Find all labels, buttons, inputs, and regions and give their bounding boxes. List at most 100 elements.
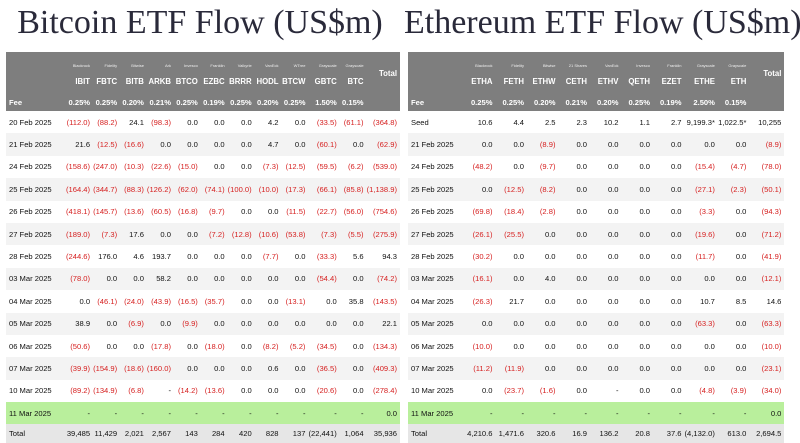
- eth-row-value: (94.3): [749, 200, 785, 223]
- eth-issuer-5: Invesco: [621, 52, 653, 69]
- eth-row-date: 03 Mar 2025: [408, 267, 464, 291]
- eth-row-value: 10.6: [464, 111, 496, 134]
- btc-row-12: 10 Mar 2025 (89.2) (134.9) (6.8) - (14.2) (13.…: [6, 379, 400, 403]
- btc-row-value: 0.0: [173, 133, 201, 156]
- eth-row-value: 0.0: [621, 178, 653, 201]
- btc-row-value: (5.2): [281, 334, 309, 358]
- eth-row-value: (12.1): [749, 267, 785, 291]
- eth-row-value: (8.2): [527, 178, 559, 201]
- eth-fee-7: 2.50%: [684, 93, 718, 111]
- btc-row-value: 22.1: [366, 312, 400, 335]
- btc-row-value: 0.0: [66, 290, 94, 313]
- eth-issuer-6: Franklin: [653, 52, 685, 69]
- btc-row-value: 4.2: [254, 111, 282, 134]
- eth-row-value: 0.0: [464, 379, 496, 403]
- eth-row-value: 0.0: [653, 357, 685, 380]
- eth-issuer-8: Grayscale: [717, 52, 750, 69]
- eth-total-value: 20.8: [621, 424, 653, 443]
- eth-row-value: (23.1): [749, 357, 785, 380]
- btc-row-value: 0.0: [308, 312, 340, 335]
- eth-row-value: (11.9): [495, 357, 527, 380]
- btc-row-value: 0.6: [254, 357, 282, 380]
- eth-row-5: 27 Feb 2025 (26.1) (25.5) 0.0 0.0 0.0 0.0 0.0 (1…: [408, 222, 785, 246]
- eth-row-value: (16.1): [464, 267, 496, 291]
- eth-fee-row: Fee 0.25% 0.25% 0.20% 0.21% 0.20% 0.25% 0.19% 2.…: [408, 93, 785, 111]
- eth-row-0: Seed 10.6 4.4 2.5 2.3 10.2 1.1 2.7 9,199.3* 1,022…: [408, 111, 785, 134]
- btc-row-value: 0.0: [281, 111, 309, 134]
- eth-row-date: 10 Mar 2025: [408, 379, 464, 403]
- eth-ticker-corner: [408, 69, 464, 93]
- btc-row-value: (364.8): [366, 111, 400, 134]
- btc-row-value: 0.0: [173, 111, 201, 134]
- btc-row-value: (14.2): [173, 379, 201, 403]
- eth-ticker-ethe: ETHE: [684, 69, 718, 93]
- btc-row-value: (33.3): [308, 245, 340, 268]
- btc-row-value: 0.0: [93, 334, 121, 358]
- eth-row-value: (34.0): [749, 379, 785, 403]
- eth-total-value: 2,694.5: [749, 424, 785, 443]
- eth-ticker-feth: FETH: [495, 69, 527, 93]
- btc-row-value: 0.0: [173, 267, 201, 291]
- btc-issuer-8: WTree: [281, 52, 309, 69]
- eth-row-value: 0.0: [621, 357, 653, 380]
- eth-fee-8: 0.15%: [717, 93, 750, 111]
- eth-row-value: 2.7: [653, 111, 685, 134]
- eth-row-9: 05 Mar 2025 0.0 0.0 0.0 0.0 0.0 0.0 0.0 (63.3) 0.…: [408, 312, 785, 335]
- eth-row-value: 0.0: [558, 334, 590, 358]
- btc-row-value: (160.0): [146, 357, 174, 380]
- eth-row-3: 25 Feb 2025 0.0 (12.5) (8.2) 0.0 0.0 0.0 0.0 (27…: [408, 178, 785, 201]
- btc-fee-1: 0.25%: [93, 93, 121, 111]
- btc-row-value: (7.7): [254, 245, 282, 268]
- eth-row-value: (4.8): [684, 379, 718, 403]
- btc-row-value: (247.0): [93, 155, 121, 179]
- btc-row-value: (143.5): [366, 290, 400, 313]
- btc-total-value: 2,567: [146, 424, 174, 443]
- eth-row-value: 0.0: [621, 267, 653, 291]
- btc-row-value: -: [254, 402, 282, 425]
- btc-fee-label: Fee: [6, 93, 66, 111]
- btc-row-value: (61.1): [339, 111, 367, 134]
- eth-row-11: 07 Mar 2025 (11.2) (11.9) 0.0 0.0 0.0 0.0 0.0 0.…: [408, 357, 785, 380]
- eth-row-value: 0.0: [653, 178, 685, 201]
- eth-row-value: 2.3: [558, 111, 590, 134]
- eth-row-value: -: [558, 402, 590, 425]
- eth-row-value: (27.1): [684, 178, 718, 201]
- btc-row-3: 25 Feb 2025 (164.4) (344.7) (88.3) (126.2) (6…: [6, 178, 400, 201]
- btc-row-value: (88.2): [93, 111, 121, 134]
- eth-row-value: (19.6): [684, 222, 718, 246]
- btc-row-value: (59.5): [308, 155, 340, 179]
- eth-row-value: 0.0: [621, 290, 653, 313]
- eth-ticker-ceth: CETH: [558, 69, 590, 93]
- btc-ticker-brrr: BRRR: [227, 69, 255, 93]
- eth-row-value: -: [684, 402, 718, 425]
- eth-row-value: (1.6): [527, 379, 559, 403]
- btc-row-value: -: [281, 402, 309, 425]
- eth-row-value: 0.0: [717, 133, 750, 156]
- btc-row-value: 193.7: [146, 245, 174, 268]
- btc-row-value: 0.0: [281, 133, 309, 156]
- btc-row-value: 0.0: [200, 111, 228, 134]
- eth-total-value: 16.9: [558, 424, 590, 443]
- btc-row-value: (43.9): [146, 290, 174, 313]
- eth-row-value: 0.0: [717, 312, 750, 335]
- btc-row-8: 04 Mar 2025 0.0 (46.1) (24.0) (43.9) (16.5) (3…: [6, 290, 400, 313]
- btc-row-date: 28 Feb 2025: [6, 245, 66, 268]
- eth-flow-table: Blackrock Fidelity Bitwise 21 Shares VanEck I…: [408, 52, 785, 443]
- eth-row-date: 28 Feb 2025: [408, 245, 464, 268]
- btc-row-value: (50.6): [66, 334, 94, 358]
- btc-row-value: 176.0: [93, 245, 121, 268]
- btc-ticker-btco: BTCO: [173, 69, 201, 93]
- btc-row-value: -: [339, 402, 367, 425]
- btc-row-date: 24 Feb 2025: [6, 155, 66, 179]
- btc-row-value: (344.7): [93, 178, 121, 201]
- btc-fee-6: 0.25%: [227, 93, 255, 111]
- eth-row-value: 0.0: [717, 245, 750, 268]
- btc-fee-8: 0.25%: [281, 93, 309, 111]
- eth-row-value: (63.3): [749, 312, 785, 335]
- btc-row-11: 07 Mar 2025 (39.9) (154.9) (18.6) (160.0) 0.0…: [6, 357, 400, 380]
- btc-row-value: (53.8): [281, 222, 309, 246]
- btc-row-value: 38.9: [66, 312, 94, 335]
- btc-row-value: 0.0: [339, 267, 367, 291]
- btc-row-value: 0.0: [227, 312, 255, 335]
- eth-issuer-7: Grayscale: [684, 52, 718, 69]
